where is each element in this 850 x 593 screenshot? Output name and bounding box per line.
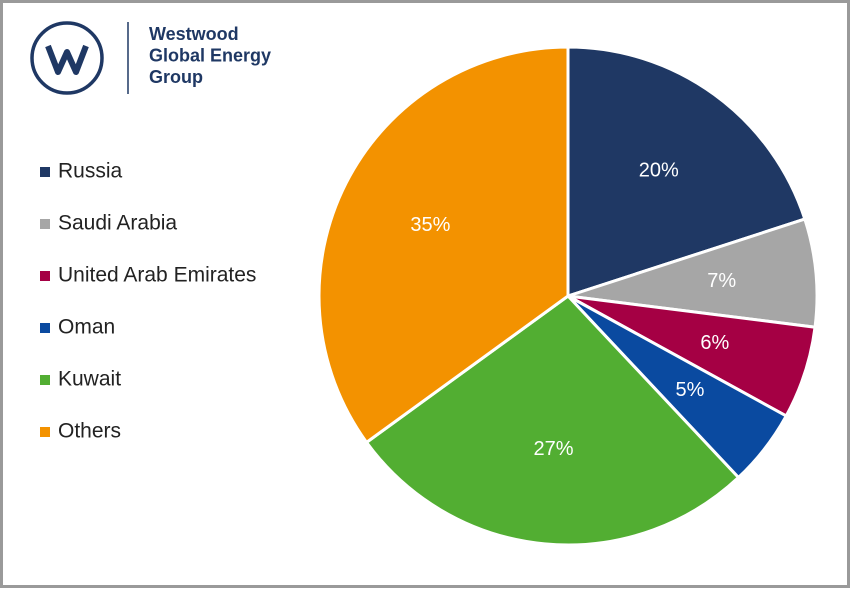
brand-name: Global Energy [149, 45, 271, 65]
legend-label: Others [58, 420, 121, 443]
legend-label: Russia [58, 160, 123, 183]
pie-slice [364, 294, 741, 547]
legend-swatch [40, 323, 50, 333]
legend-swatch [40, 427, 50, 437]
brand-name: Group [149, 67, 203, 87]
legend-label: Kuwait [58, 368, 121, 391]
legend-label: Oman [58, 316, 115, 339]
logo [30, 21, 129, 95]
legend-swatch [40, 375, 50, 385]
logo-ring [30, 21, 104, 95]
data-label: 20% [639, 159, 679, 181]
data-label: 35% [410, 214, 450, 236]
pie-slice [567, 217, 819, 329]
data-label: 5% [676, 379, 705, 401]
data-label: 7% [707, 270, 736, 292]
data-label: 27% [533, 438, 573, 460]
pie-slice [317, 45, 570, 445]
legend-swatch [40, 167, 50, 177]
brand-name: Westwood [149, 24, 239, 44]
legend-label: United Arab Emirates [58, 264, 256, 287]
legend-label: Saudi Arabia [58, 212, 177, 235]
pie-slice [566, 45, 807, 299]
logo-mark [45, 44, 89, 75]
legend-swatch [40, 271, 50, 281]
data-label: 6% [700, 332, 729, 354]
legend-swatch [40, 219, 50, 229]
